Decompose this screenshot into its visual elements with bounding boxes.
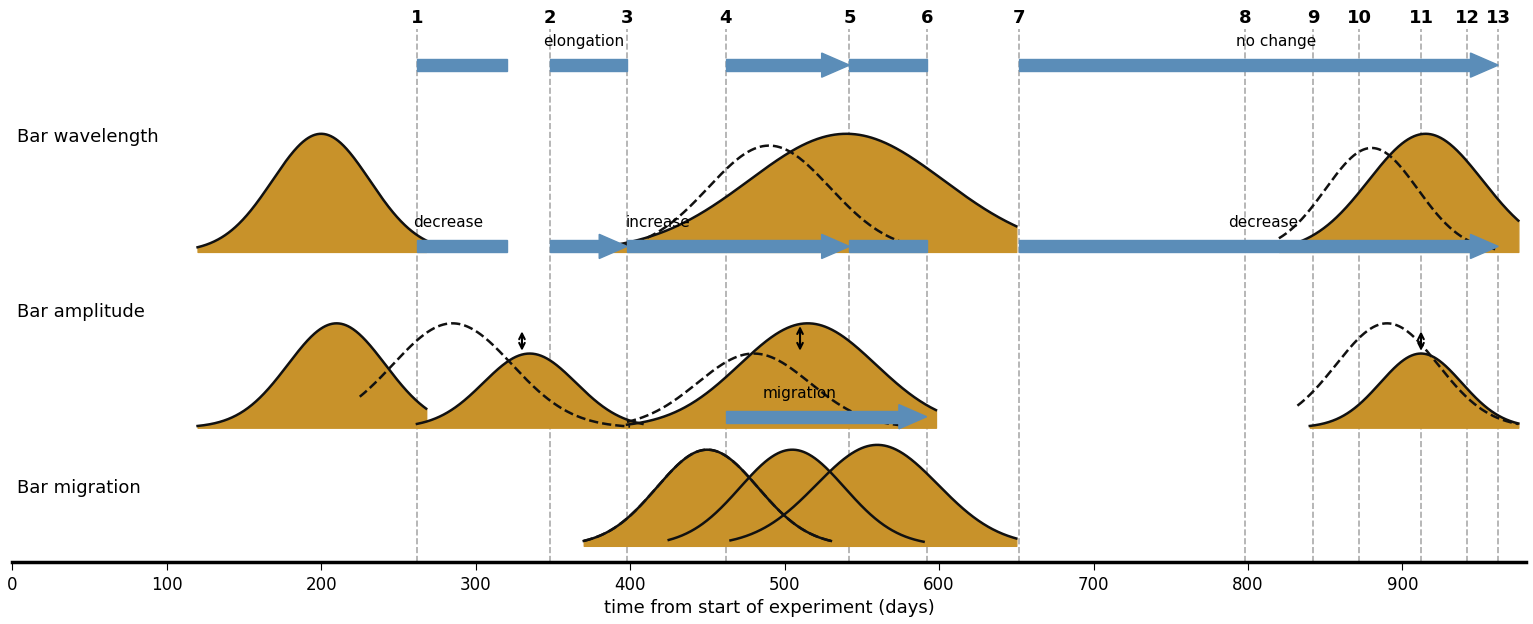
Text: 9: 9 <box>1306 9 1318 27</box>
Bar <box>1245 59 1312 71</box>
Bar <box>1421 59 1467 71</box>
Bar <box>1312 59 1360 71</box>
Bar <box>627 240 725 253</box>
Text: increase: increase <box>625 215 690 230</box>
X-axis label: time from start of experiment (days): time from start of experiment (days) <box>604 599 935 617</box>
Bar <box>725 59 822 71</box>
Text: elongation: elongation <box>543 34 624 49</box>
Text: Bar migration: Bar migration <box>17 479 141 497</box>
Text: 4: 4 <box>719 9 733 27</box>
Polygon shape <box>822 235 849 258</box>
Text: 1: 1 <box>411 9 423 27</box>
Bar <box>550 240 599 253</box>
Text: decrease: decrease <box>1228 215 1298 230</box>
Bar <box>417 59 506 71</box>
Text: 5: 5 <box>843 9 855 27</box>
Bar <box>1019 240 1245 253</box>
Bar <box>550 59 627 71</box>
Text: 3: 3 <box>621 9 633 27</box>
Text: 13: 13 <box>1485 9 1510 27</box>
Bar <box>1245 240 1312 253</box>
Bar <box>1019 59 1245 71</box>
Bar <box>1360 59 1421 71</box>
Text: 7: 7 <box>1013 9 1026 27</box>
Text: 2: 2 <box>544 9 556 27</box>
Text: migration: migration <box>763 386 837 401</box>
Polygon shape <box>1470 235 1498 258</box>
Text: no change: no change <box>1236 34 1315 49</box>
Polygon shape <box>1470 53 1498 77</box>
Text: decrease: decrease <box>412 215 483 230</box>
Bar <box>725 411 849 423</box>
Bar <box>1360 240 1470 253</box>
Bar <box>1312 240 1360 253</box>
Text: 8: 8 <box>1239 9 1251 27</box>
Text: Bar amplitude: Bar amplitude <box>17 303 144 321</box>
Bar <box>849 59 926 71</box>
Bar <box>417 240 506 253</box>
Polygon shape <box>822 53 849 77</box>
Text: Bar wavelength: Bar wavelength <box>17 127 158 145</box>
Bar <box>849 240 926 253</box>
Polygon shape <box>898 404 926 429</box>
Text: 10: 10 <box>1346 9 1372 27</box>
Text: 6: 6 <box>920 9 934 27</box>
Text: 12: 12 <box>1455 9 1479 27</box>
Bar <box>849 411 898 423</box>
Text: 11: 11 <box>1409 9 1433 27</box>
Bar <box>1467 59 1470 71</box>
Bar <box>725 240 822 253</box>
Polygon shape <box>599 235 627 258</box>
